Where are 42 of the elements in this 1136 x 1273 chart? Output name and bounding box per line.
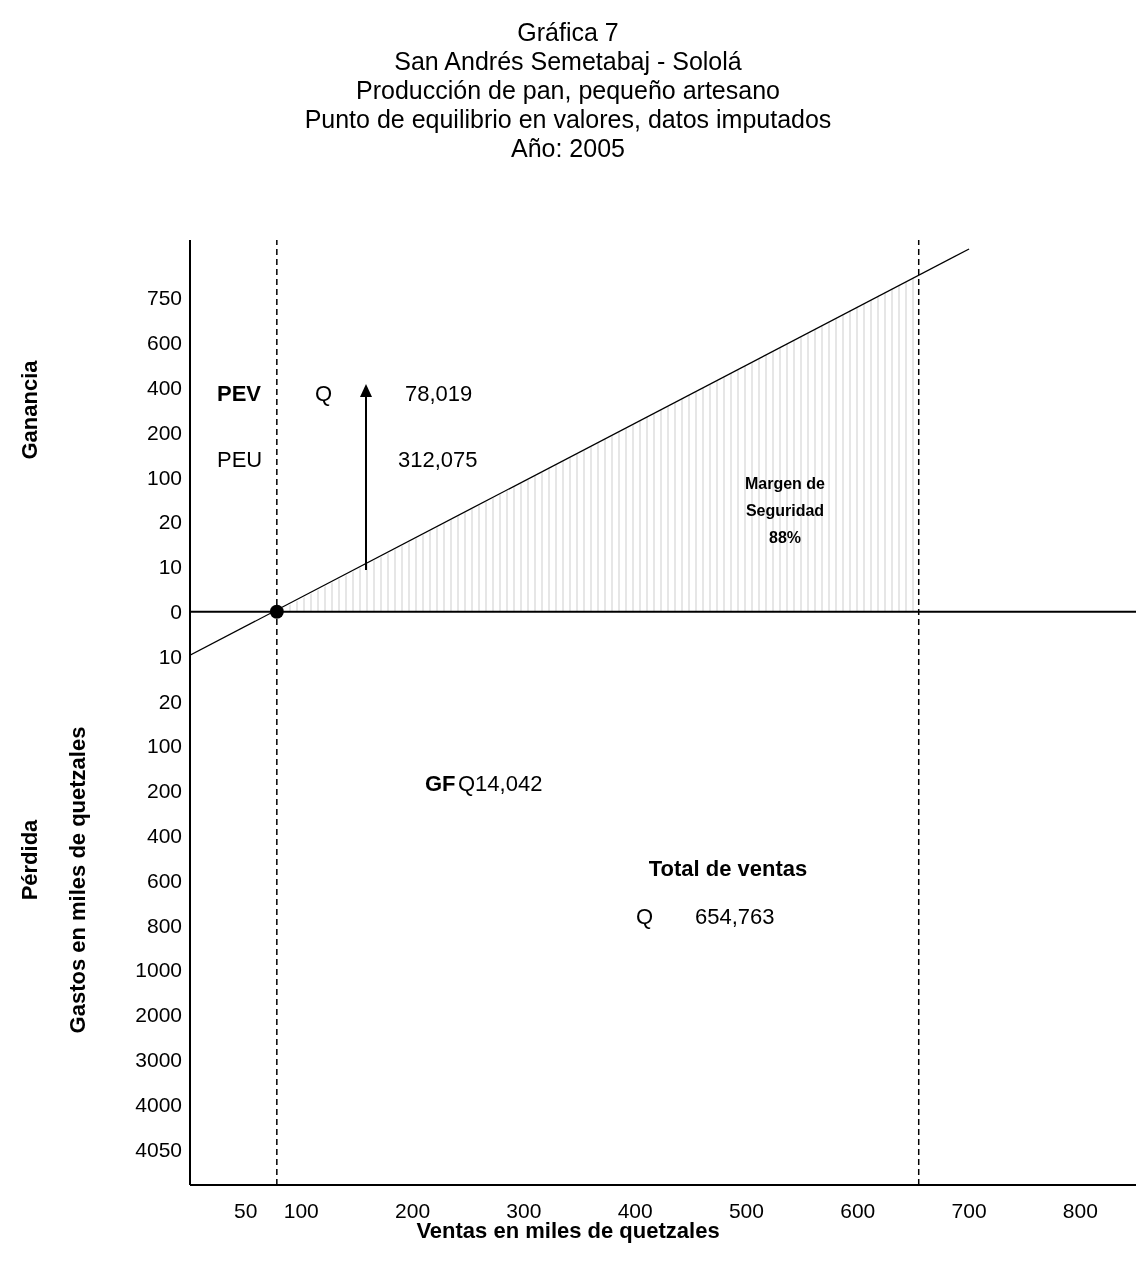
category-label: 10 — [158, 644, 182, 668]
x-tick-label: 500 — [728, 1198, 764, 1222]
category-label: 1000 — [135, 958, 182, 982]
category-label: 2000 — [135, 1003, 182, 1027]
chart-title: Gráfica 7 — [516, 18, 620, 47]
y-axis-title: Gastos en miles de quetzales — [65, 726, 91, 1034]
annotation: Q — [315, 381, 333, 407]
annotation: PEV — [217, 381, 262, 407]
x-tick-label: 100 — [283, 1198, 319, 1222]
text: 654,763 — [695, 904, 775, 930]
x-tick-label: 50 — [233, 1198, 258, 1222]
category-label: 400 — [146, 824, 182, 847]
category-label: 400 — [146, 376, 182, 399]
category-label: 10 — [158, 555, 182, 579]
category-label: 20 — [158, 510, 182, 534]
chart-subtitle: San Andrés Semetabaj - Sololá Producción de pan, pequeño artesano Punto de equilibrio en valores, datos imputados Año: 2005 — [303, 47, 833, 163]
category-label: 3000 — [135, 1048, 182, 1071]
text: Q14,042 — [458, 771, 543, 797]
text: GF — [425, 771, 456, 797]
category-label: 4050 — [135, 1137, 182, 1161]
annotation: 312,075 — [398, 447, 478, 473]
category-label: 750 — [146, 286, 182, 310]
category-label: 200 — [146, 420, 182, 444]
category-label: 4000 — [135, 1092, 182, 1116]
text: Ganancia — [17, 360, 43, 460]
annotation: Margen de Seguridad 88% — [744, 474, 826, 548]
x-tick-label: 800 — [1062, 1198, 1098, 1222]
category-label: 200 — [146, 779, 182, 803]
category-label: 20 — [158, 689, 182, 713]
x-tick-label: 700 — [951, 1198, 987, 1222]
text: Q — [636, 904, 654, 930]
category-label: 800 — [146, 913, 182, 937]
annotation: 78,019 — [405, 381, 473, 407]
text: Pérdida — [17, 819, 43, 901]
x-tick-label: 600 — [840, 1198, 876, 1222]
category-label: 600 — [146, 331, 182, 355]
category-label: 600 — [146, 868, 182, 892]
category-label: 0 — [170, 600, 182, 623]
category-label: 100 — [146, 734, 182, 758]
category-label: 100 — [146, 465, 182, 489]
annotation: PEU — [217, 447, 263, 473]
text: Total de ventas — [648, 856, 808, 882]
